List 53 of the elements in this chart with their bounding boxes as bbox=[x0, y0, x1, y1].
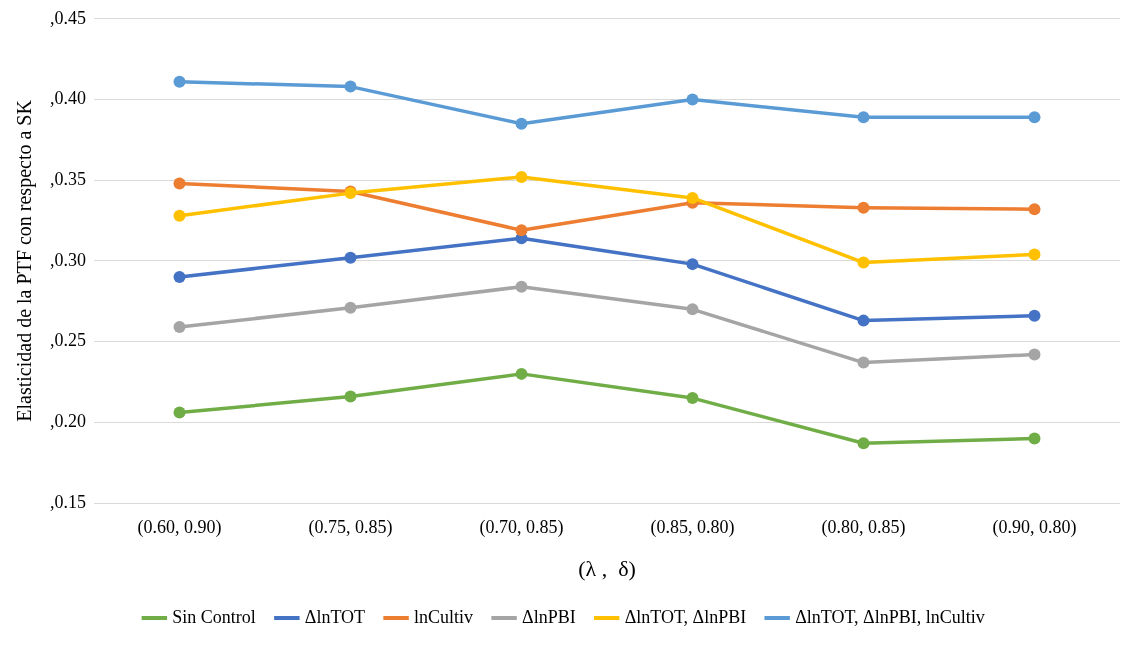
point bbox=[173, 406, 186, 419]
point bbox=[173, 271, 186, 284]
point bbox=[515, 224, 528, 237]
point bbox=[173, 75, 186, 88]
x-tick-label: (0.70, 0.85) bbox=[479, 516, 564, 538]
legend-label: Sin Control bbox=[172, 606, 256, 627]
point bbox=[173, 209, 186, 222]
point bbox=[686, 93, 699, 106]
point bbox=[857, 111, 870, 124]
legend-label: ΔlnTOT, ΔlnPBI, lnCultiv bbox=[795, 606, 985, 627]
point bbox=[686, 191, 699, 204]
point bbox=[1028, 248, 1041, 261]
y-tick-label: ,0.15 bbox=[50, 491, 86, 512]
point bbox=[1028, 348, 1041, 361]
point bbox=[173, 177, 186, 190]
point bbox=[1028, 309, 1041, 322]
legend-label: ΔlnPBI bbox=[522, 606, 576, 627]
x-tick-label: (0.75, 0.85) bbox=[308, 516, 393, 538]
y-tick-label: ,0.40 bbox=[50, 88, 86, 109]
point bbox=[1028, 432, 1041, 445]
y-tick-label: ,0.20 bbox=[50, 411, 86, 432]
point bbox=[515, 117, 528, 130]
legend-label: ΔlnTOT, ΔlnPBI bbox=[624, 606, 747, 627]
point bbox=[686, 303, 699, 316]
x-tick-label: (0.90, 0.80) bbox=[992, 516, 1077, 538]
point bbox=[344, 301, 357, 314]
point bbox=[686, 258, 699, 271]
x-tick-label: (0.80, 0.85) bbox=[821, 516, 906, 538]
legend-label: ΔlnTOT bbox=[304, 606, 366, 627]
point bbox=[857, 256, 870, 269]
point bbox=[344, 251, 357, 264]
point bbox=[173, 321, 186, 334]
x-axis-title: (λ , δ) bbox=[578, 555, 636, 581]
x-tick-label: (0.85, 0.80) bbox=[650, 516, 735, 538]
x-tick-label: (0.60, 0.90) bbox=[137, 516, 222, 538]
point bbox=[857, 201, 870, 214]
y-tick-label: ,0.45 bbox=[50, 7, 86, 28]
point bbox=[515, 280, 528, 293]
point bbox=[686, 392, 699, 405]
y-tick-label: ,0.25 bbox=[50, 330, 86, 351]
point bbox=[857, 356, 870, 369]
point bbox=[1028, 203, 1041, 216]
point bbox=[857, 437, 870, 450]
legend-label: lnCultiv bbox=[414, 606, 474, 627]
point bbox=[1028, 111, 1041, 124]
point bbox=[857, 314, 870, 327]
y-axis-title: Elasticidad de la PTF con respecto a SK bbox=[13, 99, 37, 422]
y-tick-label: ,0.35 bbox=[50, 168, 86, 189]
point bbox=[344, 390, 357, 403]
point bbox=[515, 367, 528, 380]
y-tick-label: ,0.30 bbox=[50, 249, 86, 270]
point bbox=[515, 170, 528, 183]
point bbox=[344, 80, 357, 93]
